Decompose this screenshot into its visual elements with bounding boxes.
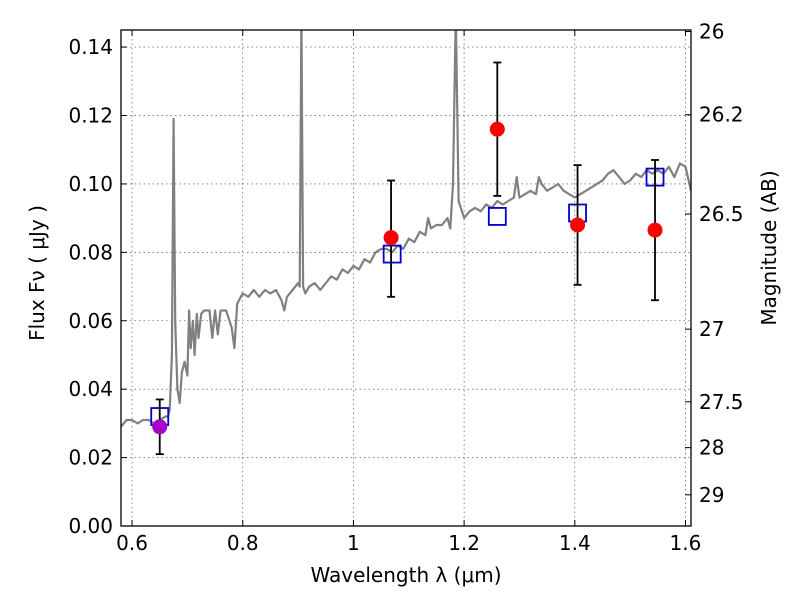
- model-box-point: [487, 207, 507, 226]
- y-tick-label: 0.06: [68, 309, 113, 333]
- x-axis-label: Wavelength λ (μm): [310, 563, 501, 587]
- model-boxes: [150, 167, 665, 426]
- plot-frame: [120, 29, 692, 527]
- right-axis-label: Magnitude (AB): [757, 170, 781, 325]
- observed-point: [647, 222, 663, 238]
- observed-point: [152, 419, 168, 435]
- right-tick-label: 26.2: [699, 103, 744, 127]
- spectrum-line: [121, 30, 691, 428]
- y-tick-label: 0.14: [68, 35, 113, 59]
- observed-point: [383, 230, 399, 246]
- observations: [152, 61, 663, 456]
- x-tick-label: 1.2: [448, 531, 480, 555]
- right-tick-label: 28: [699, 436, 724, 460]
- right-tick-label: 27.5: [699, 390, 744, 414]
- x-axis: 0.6 0.8 1 1.2 1.4 1.6: [116, 30, 701, 555]
- observed-point: [570, 217, 586, 233]
- x-tick-label: 0.8: [227, 531, 259, 555]
- y-tick-label: 0.04: [68, 377, 113, 401]
- x-tick-label: 1.4: [559, 531, 591, 555]
- model-spectrum: [121, 30, 691, 428]
- x-tick-label: 1.6: [670, 531, 702, 555]
- observed-point: [489, 121, 505, 137]
- y-tick-label: 0.02: [68, 446, 113, 470]
- y-tick-label: 0.00: [68, 514, 113, 538]
- right-tick-label: 27: [699, 317, 724, 341]
- y-axis-right: 26 26.2 26.5 27 27.5 28 29: [685, 20, 744, 507]
- y-axis-left: 0.00 0.02 0.04 0.06 0.08 0.10 0.12 0.14: [68, 35, 127, 538]
- grid-lines: [121, 30, 691, 527]
- right-tick-label: 29: [699, 483, 724, 507]
- y-tick-label: 0.08: [68, 240, 113, 264]
- y-tick-label: 0.10: [68, 172, 113, 196]
- x-tick-label: 1: [347, 531, 360, 555]
- model-box-point: [382, 244, 402, 264]
- y-axis-label: Flux Fν ( μJy ): [25, 205, 49, 341]
- right-tick-label: 26.5: [699, 202, 744, 226]
- right-tick-label: 26: [699, 20, 724, 44]
- y-tick-label: 0.12: [68, 104, 113, 128]
- x-tick-label: 0.6: [116, 531, 148, 555]
